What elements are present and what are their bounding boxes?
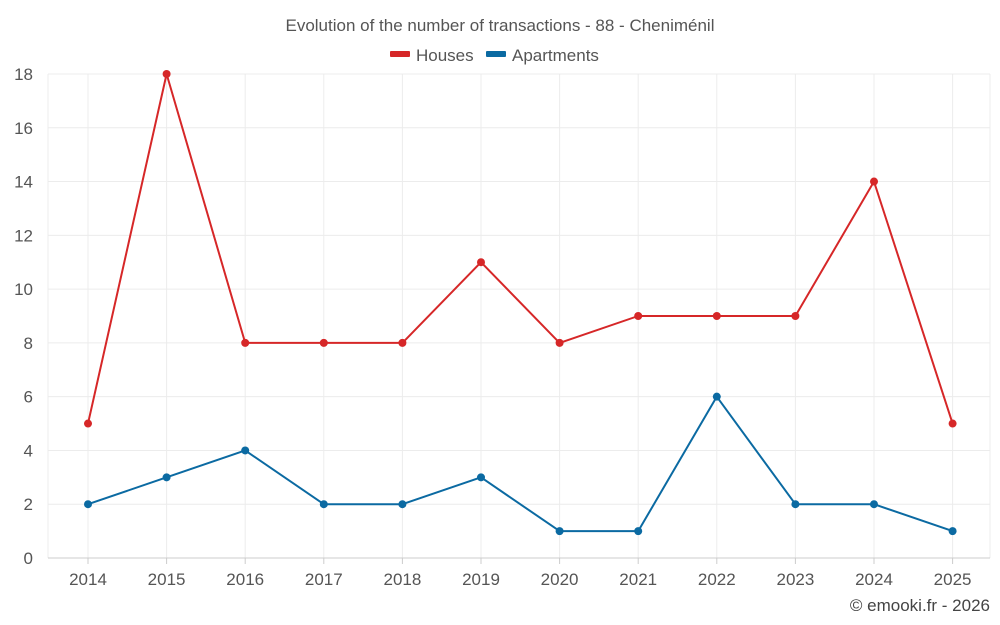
- x-tick-label: 2015: [148, 570, 186, 589]
- data-point-houses[interactable]: [634, 312, 643, 320]
- data-point-houses[interactable]: [398, 338, 407, 347]
- y-tick-label: 4: [24, 441, 33, 460]
- y-axis-ticks: 0 2 4 6 8 10 12 14 16 18: [14, 65, 33, 568]
- data-point-apartments[interactable]: [84, 500, 92, 509]
- data-point-apartments[interactable]: [555, 527, 564, 536]
- x-tick-label: 2020: [541, 570, 579, 589]
- data-point-apartments[interactable]: [870, 500, 878, 509]
- y-tick-label: 12: [14, 226, 33, 245]
- y-tick-label: 18: [14, 65, 33, 84]
- legend-label-apartments: Apartments: [512, 46, 599, 65]
- y-tick-label: 8: [24, 334, 33, 353]
- y-tick-label: 10: [14, 280, 33, 299]
- data-point-apartments[interactable]: [948, 527, 957, 536]
- data-point-apartments[interactable]: [319, 500, 328, 509]
- chart-title: Evolution of the number of transactions …: [285, 16, 714, 35]
- gridlines: [47, 73, 991, 558]
- data-point-apartments[interactable]: [398, 500, 407, 509]
- data-point-houses[interactable]: [319, 338, 328, 347]
- data-point-apartments[interactable]: [477, 473, 485, 482]
- data-point-houses[interactable]: [555, 338, 564, 347]
- y-tick-label: 14: [14, 173, 33, 192]
- x-tick-label: 2017: [305, 570, 343, 589]
- data-point-houses[interactable]: [948, 419, 957, 428]
- x-tick-label: 2018: [383, 570, 421, 589]
- data-point-houses[interactable]: [870, 177, 878, 186]
- data-point-apartments[interactable]: [712, 392, 721, 401]
- data-point-houses[interactable]: [241, 338, 250, 347]
- series-line-apartments: [87, 395, 953, 533]
- data-point-apartments[interactable]: [634, 527, 643, 536]
- y-tick-label: 16: [14, 119, 33, 138]
- x-tick-label: 2023: [776, 570, 814, 589]
- data-point-apartments[interactable]: [791, 500, 800, 509]
- x-tick-label: 2014: [69, 570, 107, 589]
- x-tick-label: 2016: [226, 570, 264, 589]
- x-tick-label: 2022: [698, 570, 736, 589]
- legend-swatch-apartments: [486, 51, 506, 57]
- data-point-houses[interactable]: [162, 70, 171, 78]
- x-axis-ticks: 2014 2015 2016 2017 2018 2019 2020 2021 2022 2023…: [69, 558, 972, 589]
- data-point-apartments[interactable]: [241, 446, 250, 455]
- x-tick-label: 2019: [462, 570, 500, 589]
- x-tick-label: 2025: [934, 570, 972, 589]
- y-tick-label: 6: [24, 388, 33, 407]
- legend: Houses Apartments: [390, 46, 599, 65]
- footer-credit: © emooki.fr - 2026: [850, 596, 990, 615]
- x-tick-label: 2024: [855, 570, 893, 589]
- legend-label-houses: Houses: [416, 46, 474, 65]
- data-point-houses[interactable]: [712, 312, 721, 320]
- data-point-houses[interactable]: [791, 312, 800, 320]
- y-tick-label: 2: [24, 495, 33, 514]
- legend-swatch-houses: [390, 51, 410, 57]
- data-point-houses[interactable]: [84, 419, 92, 428]
- y-tick-label: 0: [24, 549, 33, 568]
- series: [84, 70, 957, 536]
- data-point-houses[interactable]: [477, 258, 485, 267]
- x-tick-label: 2021: [619, 570, 657, 589]
- data-point-apartments[interactable]: [162, 473, 171, 482]
- series-line-houses: [87, 73, 954, 424]
